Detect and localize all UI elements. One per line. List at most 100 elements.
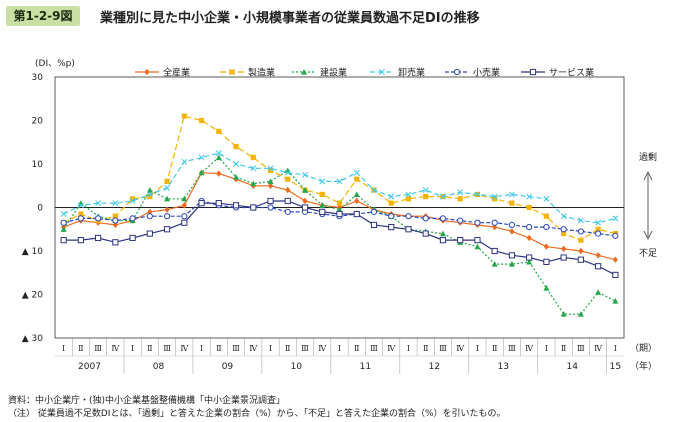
series-point (60, 219, 67, 226)
y-tick-label: 0 (37, 204, 43, 214)
series-point (474, 191, 481, 198)
figure-header: 第1-2-9図 業種別に見た中小企業・小規模事業者の従業員数過不足DIの推移 (0, 0, 674, 30)
x-tick-quarter: Ⅱ (216, 344, 221, 353)
x-tick-quarter: Ⅲ (163, 344, 171, 353)
annotation-arrow-up (643, 171, 653, 181)
legend-item: 建設業 (292, 67, 347, 79)
series-point (577, 256, 584, 263)
series-point (267, 182, 274, 189)
series-point (336, 210, 343, 218)
series-point (163, 226, 171, 233)
series-point (422, 187, 429, 194)
series-point (560, 254, 567, 261)
x-tick-quarter: Ⅰ (614, 344, 617, 353)
series-point (353, 210, 360, 218)
series-point (353, 169, 360, 176)
series-point (112, 217, 119, 224)
series-point (457, 189, 464, 196)
series-point (129, 196, 136, 202)
series-point (560, 311, 567, 317)
series-point (561, 231, 567, 237)
series-point (250, 204, 257, 211)
series-point (267, 204, 274, 211)
x-tick-quarter: Ⅱ (354, 344, 359, 353)
annotation-shortage: 不足 (639, 248, 657, 259)
series-point (336, 200, 343, 206)
x-tick-quarter: Ⅲ (301, 344, 309, 353)
x-tick-quarter: Ⅰ (200, 344, 203, 353)
series-point (508, 221, 516, 228)
series-point (560, 213, 567, 220)
legend-item: 全産業 (135, 67, 190, 79)
y-tick-label: 20 (32, 117, 44, 127)
series-point (577, 311, 584, 317)
series-point (112, 239, 119, 246)
series-point (301, 69, 307, 75)
series-point (112, 200, 119, 207)
series-point (492, 196, 498, 202)
series-point (215, 200, 222, 207)
legend-item: 製造業 (220, 67, 275, 79)
x-tick-quarter: Ⅰ (338, 344, 341, 353)
series-point (388, 193, 395, 200)
annotation-arrow-down (643, 230, 653, 240)
x-tick-year: 2007 (78, 362, 101, 372)
x-tick-quarter: Ⅲ (577, 344, 585, 353)
series-point (267, 178, 274, 184)
x-tick-quarter: Ⅳ (111, 344, 120, 353)
series-point (78, 211, 84, 217)
x-tick-year: 11 (360, 362, 371, 372)
legend-item: 小売業 (445, 67, 500, 79)
x-tick-quarter: Ⅳ (180, 344, 189, 353)
series-point (198, 200, 205, 207)
series-point (198, 117, 205, 124)
series-point (301, 204, 309, 211)
series-point (216, 128, 222, 134)
series-point (163, 213, 171, 220)
series-point (353, 191, 360, 198)
series-point (147, 194, 153, 200)
series-point (284, 169, 291, 176)
series-point (112, 213, 118, 219)
series-point (453, 68, 461, 76)
series-point (215, 154, 222, 161)
series-point (526, 234, 532, 242)
series-point (267, 167, 274, 174)
series-point (405, 191, 412, 198)
series-point (439, 237, 447, 244)
figure-title: 業種別に見た中小企業・小規模事業者の従業員数過不足DIの推移 (100, 11, 480, 26)
series-point (474, 237, 481, 244)
series-point (129, 234, 136, 242)
x-tick-quarter: Ⅳ (594, 344, 603, 353)
series-point (129, 215, 136, 222)
series-point (216, 170, 222, 177)
series-point (578, 247, 584, 255)
series-point (285, 176, 291, 182)
series-line (63, 156, 616, 315)
series-point (302, 187, 309, 193)
series-point (595, 252, 601, 259)
series-point (60, 211, 67, 217)
x-tick-quarter: Ⅱ (561, 344, 566, 353)
y-tick-label: ▲ 10 (22, 247, 44, 257)
series-point (508, 261, 515, 267)
series-point (60, 226, 67, 232)
series-point (95, 200, 102, 207)
series-point (439, 230, 446, 237)
series-point (181, 113, 187, 119)
x-tick-quarter: Ⅰ (545, 344, 548, 353)
series-point (198, 169, 205, 176)
series-point (302, 171, 308, 178)
x-tick-quarter: Ⅲ (370, 344, 378, 353)
series-point (612, 232, 619, 239)
series-point (405, 196, 412, 202)
series-point (577, 217, 584, 224)
legend-label: 卸売業 (398, 67, 425, 79)
x-tick-quarter: Ⅰ (407, 344, 410, 353)
y-tick-label: 30 (32, 73, 44, 83)
series-point (388, 200, 394, 206)
series-point (595, 219, 602, 226)
series-point (595, 289, 602, 295)
series-point (371, 187, 377, 194)
series-point (284, 197, 291, 205)
